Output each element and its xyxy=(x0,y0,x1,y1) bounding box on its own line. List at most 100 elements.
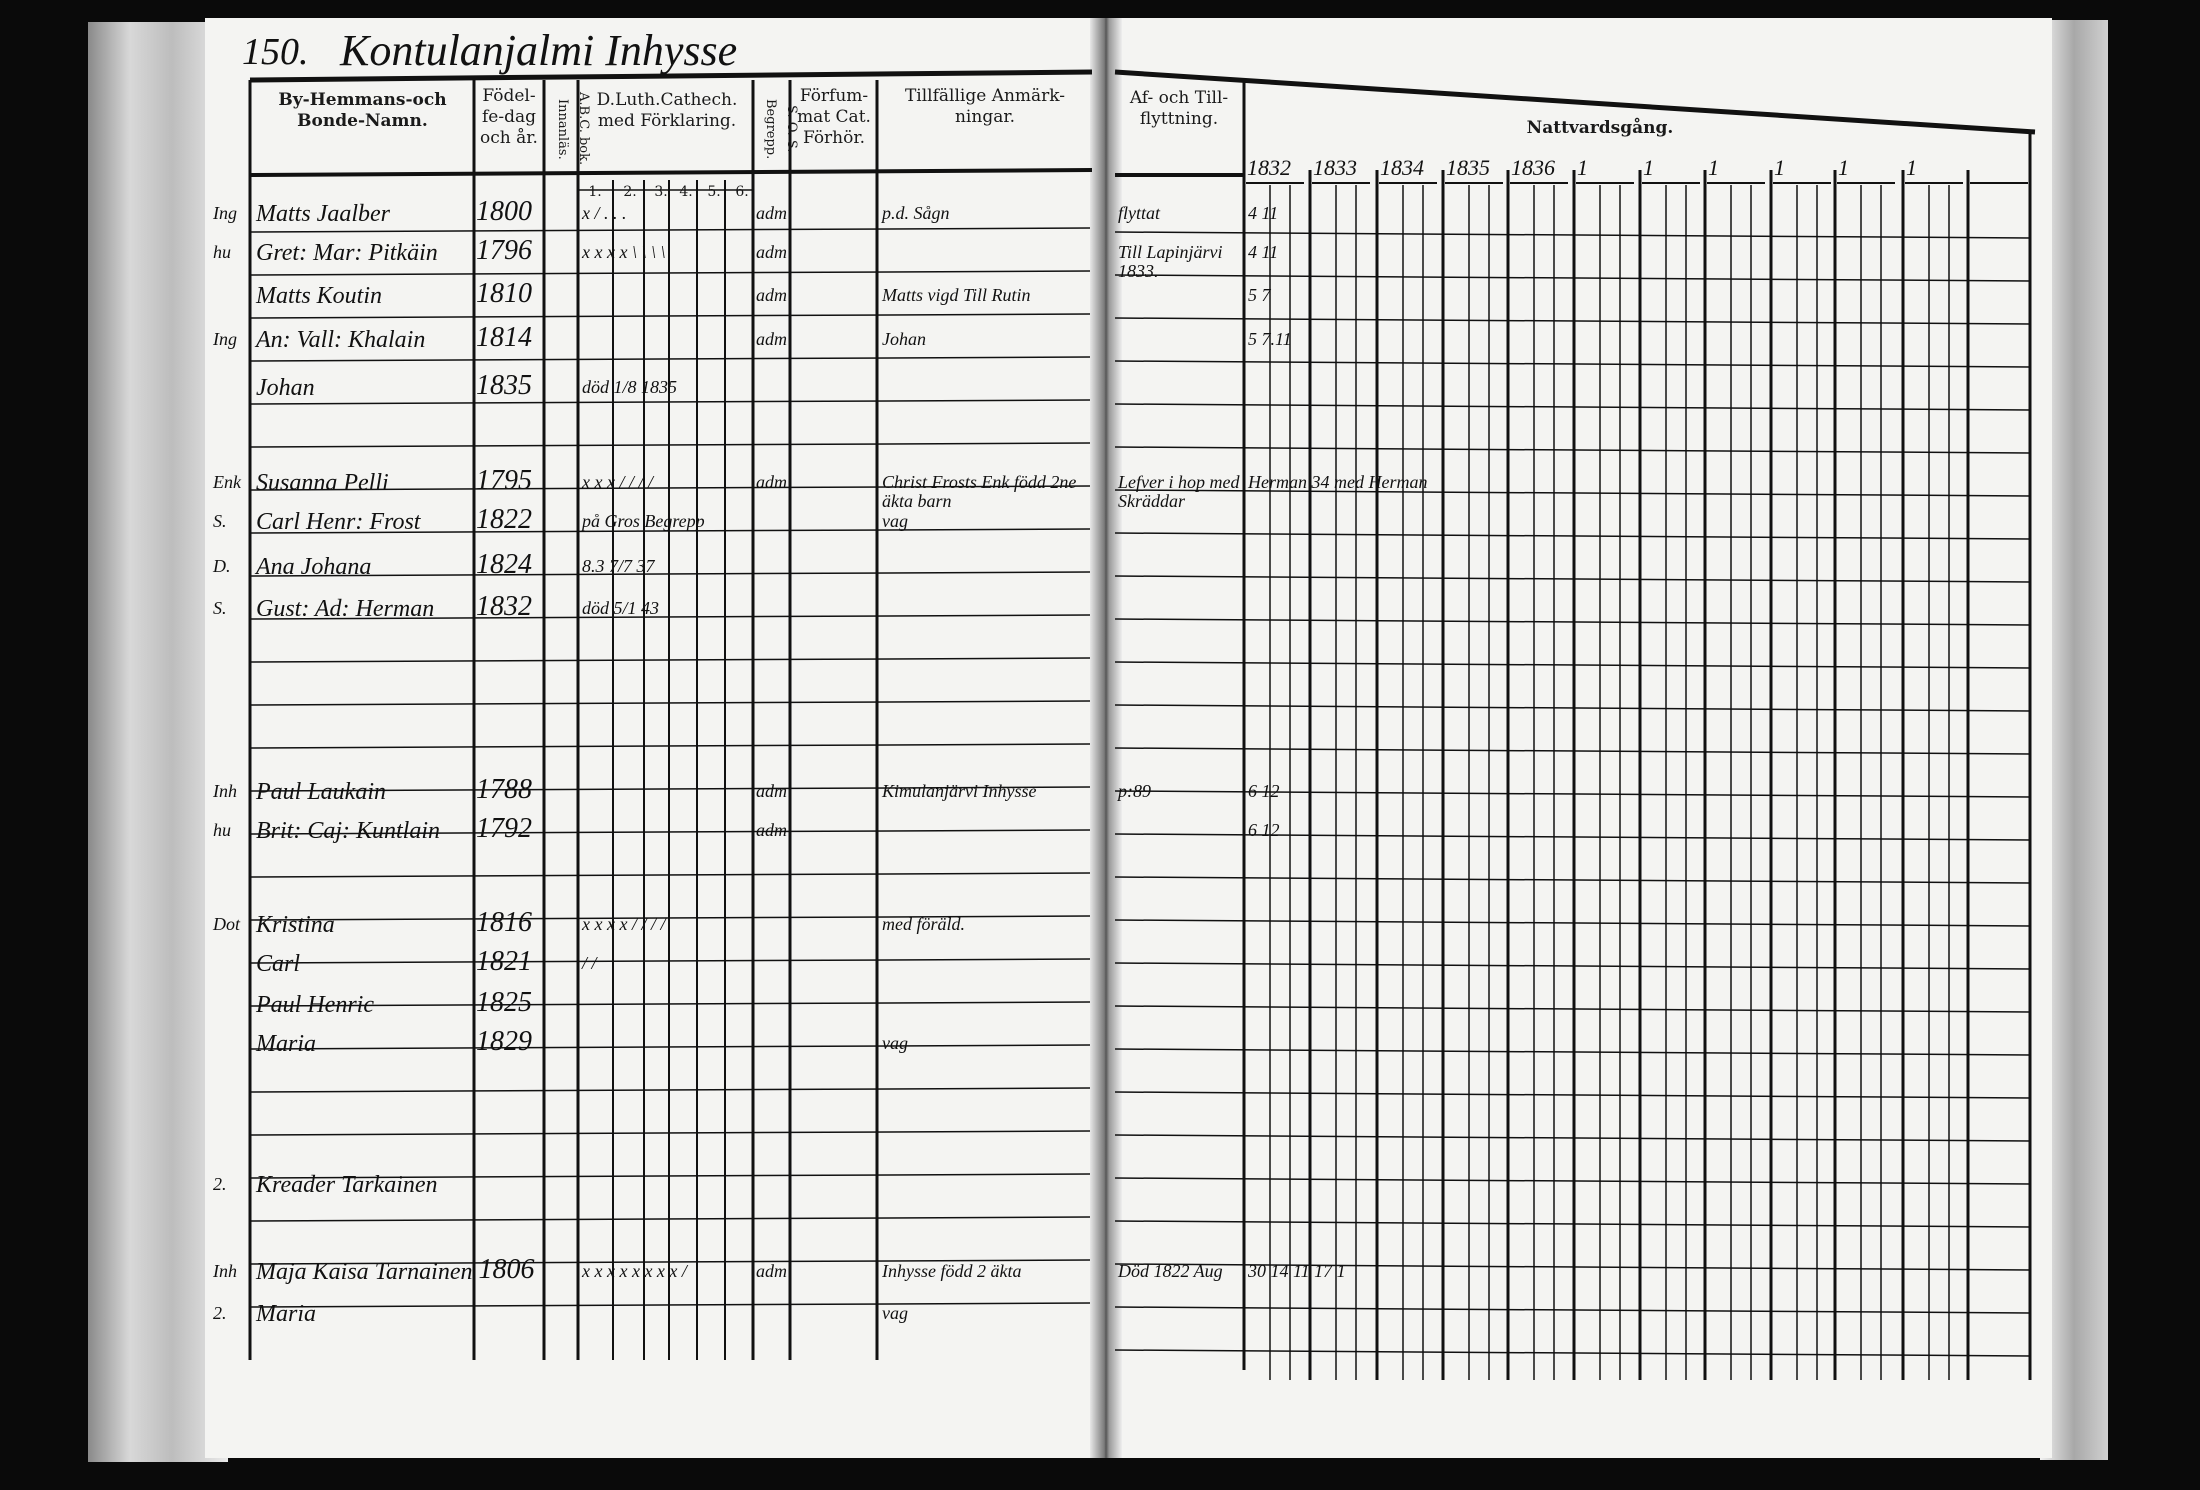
entry-name: Brit: Caj: Kuntlain xyxy=(256,818,441,844)
communion-year: 1832 xyxy=(1247,155,1291,180)
row-rule xyxy=(249,528,1091,534)
entry-prefix: Inh xyxy=(213,781,237,801)
entry-catechism-marks: x x x x x x x x / xyxy=(582,1261,687,1281)
entry-name: Kristina xyxy=(256,912,335,938)
entry-birth-year: 1822 xyxy=(476,504,532,535)
entry-remarks: Johan xyxy=(882,329,926,349)
entry-prefix: hu xyxy=(213,820,231,840)
entry-remarks: p.d. Sågn xyxy=(882,203,950,223)
row-rule xyxy=(1114,403,2031,411)
row-rule xyxy=(249,958,1091,964)
entry-birth-year: 1824 xyxy=(476,549,532,580)
entry-remarks: Matts vigd Till Rutin xyxy=(882,285,1031,305)
entry-prefix: Ing xyxy=(213,203,237,223)
entry-birth-year: 1832 xyxy=(476,591,532,622)
catechism-col-number: 2. xyxy=(623,184,637,200)
entry-moving: p:89 xyxy=(1118,781,1151,801)
entry-catechism-marks: död 5/1 43 xyxy=(582,598,660,618)
page-stack-left xyxy=(88,22,228,1462)
entry-prefix: S. xyxy=(213,598,227,618)
row-rule xyxy=(249,915,1091,921)
row-rule xyxy=(249,700,1091,706)
entry-begrepp: adm xyxy=(756,781,787,801)
row-rule xyxy=(1114,1134,2031,1142)
entry-remarks: Kimulanjärvi Inhysse xyxy=(882,781,1037,801)
entry-communion: 4 11 xyxy=(1248,203,1279,223)
entry-communion: 30 14 11 17 1 xyxy=(1248,1261,1346,1281)
entry-name: Paul Henric xyxy=(256,992,374,1018)
entry-begrepp: adm xyxy=(756,203,787,223)
entry-catechism-marks: x / . . . xyxy=(582,203,627,223)
catechism-col-number: 4. xyxy=(679,184,693,200)
header-abc: A.B.C. bok. Innanläs. xyxy=(555,92,591,166)
row-rule xyxy=(249,1044,1091,1050)
page-number: 150. xyxy=(242,31,309,73)
entry-birth-year: 1806 xyxy=(478,1254,535,1285)
entry-begrepp: adm xyxy=(756,820,787,840)
book-gutter xyxy=(1090,18,1122,1458)
entry-name: Johan xyxy=(256,375,315,401)
communion-year: 1836 xyxy=(1511,155,1555,180)
entry-moving: Död 1822 Aug xyxy=(1118,1261,1223,1281)
entry-birth-year: 1835 xyxy=(476,370,532,401)
row-rule xyxy=(1114,618,2031,626)
entry-name: Carl Henr: Frost xyxy=(256,509,421,535)
entry-birth-year: 1816 xyxy=(476,907,532,938)
row-rule xyxy=(1114,876,2031,884)
entry-moving: Till Lapinjärvi 1833. xyxy=(1118,242,1223,281)
page-title: Kontulanjalmi Inhysse xyxy=(340,26,738,75)
row-rule xyxy=(1114,317,2031,325)
entry-name: Maria xyxy=(256,1031,316,1057)
row-rule xyxy=(249,442,1091,448)
row-rule xyxy=(1114,446,2031,454)
entry-birth-year: 1792 xyxy=(476,813,532,844)
row-rule xyxy=(249,313,1091,319)
catechism-col-number: 3. xyxy=(654,184,668,200)
entry-prefix: Dot xyxy=(213,914,240,934)
row-rule xyxy=(249,1216,1091,1222)
entry-begrepp: adm xyxy=(756,472,787,492)
entry-prefix: 2. xyxy=(213,1303,227,1323)
header-moving: Af- och Till-flyttning. xyxy=(1129,88,1229,129)
entry-prefix: Inh xyxy=(213,1261,237,1281)
entry-prefix: D. xyxy=(213,556,231,576)
row-rule xyxy=(249,1302,1091,1308)
communion-year: 1 xyxy=(1643,155,1654,180)
header-bottom-rule xyxy=(249,168,1093,177)
row-rule xyxy=(1114,575,2031,583)
communion-year: 1 xyxy=(1577,155,1588,180)
entry-prefix: S. xyxy=(213,511,227,531)
row-rule xyxy=(1114,747,2031,755)
entry-communion: 6 12 xyxy=(1248,781,1280,801)
row-rule xyxy=(1114,532,2031,540)
row-rule xyxy=(1114,360,2031,368)
row-rule xyxy=(249,786,1091,792)
header-top-rule-right xyxy=(1114,69,2036,135)
entry-prefix: hu xyxy=(213,242,231,262)
entry-name: Kreader Tarkainen xyxy=(256,1172,438,1198)
row-rule xyxy=(1114,704,2031,712)
row-rule xyxy=(1114,962,2031,970)
header-remarks: Tillfällige Anmärk-ningar. xyxy=(904,86,1066,127)
row-rule xyxy=(1114,1005,2031,1013)
catechism-col-number: 6. xyxy=(735,184,749,200)
entry-name: Susanna Pelli xyxy=(256,470,389,496)
row-rule xyxy=(1114,274,2031,282)
entry-moving: flyttat xyxy=(1118,203,1160,223)
entry-birth-year: 1825 xyxy=(476,987,532,1018)
catechism-col-number: 5. xyxy=(707,184,721,200)
row-rule xyxy=(1114,1220,2031,1228)
entry-catechism-marks: på Gros Begrepp xyxy=(582,511,705,531)
row-rule xyxy=(1114,231,2031,239)
communion-year: 1 xyxy=(1774,155,1785,180)
entry-birth-year: 1788 xyxy=(476,774,532,805)
entry-remarks: vag xyxy=(882,1303,908,1323)
row-rule xyxy=(249,872,1091,878)
entry-communion: 4 11 xyxy=(1248,242,1279,262)
header-forsummat: Förfum-mat Cat. Förhör. xyxy=(797,86,871,148)
entry-communion: 5 7 xyxy=(1248,285,1271,305)
entry-catechism-marks: / / xyxy=(582,953,597,973)
entry-name: Matts Koutin xyxy=(256,283,383,309)
entry-birth-year: 1821 xyxy=(476,946,532,977)
row-rule xyxy=(249,614,1091,620)
